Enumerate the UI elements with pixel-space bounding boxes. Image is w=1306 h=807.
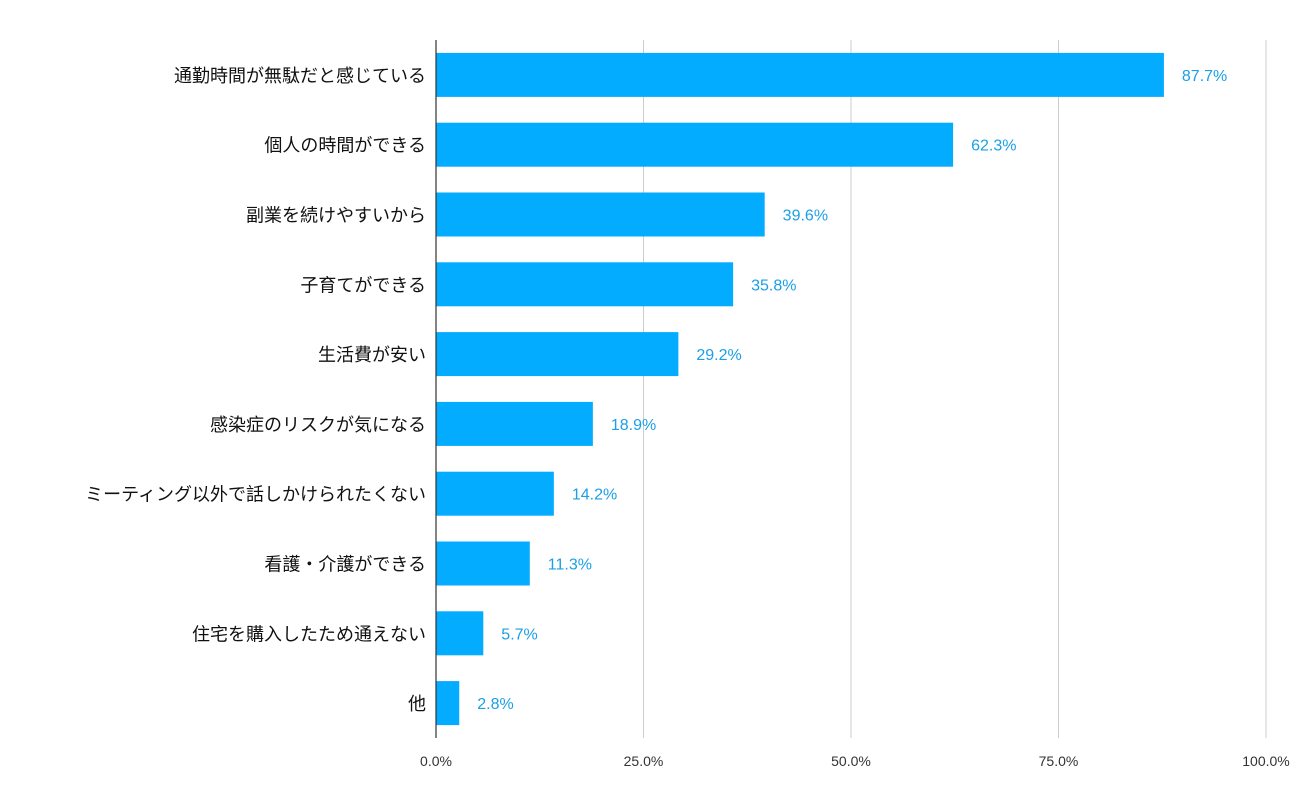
category-label: 副業を続けやすいから <box>246 206 426 227</box>
bars <box>436 52 1164 726</box>
bar <box>436 471 554 516</box>
bar <box>436 541 530 586</box>
value-label: 5.7% <box>501 626 537 643</box>
value-label: 62.3% <box>971 138 1016 155</box>
value-label: 2.8% <box>477 696 513 713</box>
value-label: 18.9% <box>611 417 656 434</box>
bar <box>436 611 484 656</box>
category-label: 住宅を購入したため通えない <box>192 624 426 645</box>
category-label: 他 <box>408 694 426 715</box>
bar <box>436 332 679 377</box>
x-tick-label: 0.0% <box>420 753 452 769</box>
bar <box>436 52 1164 97</box>
bar <box>436 192 765 237</box>
category-label: 通勤時間が無駄だと感じている <box>174 66 426 87</box>
bar <box>436 401 593 446</box>
value-label: 11.3% <box>548 557 592 574</box>
category-label: 個人の時間ができる <box>264 136 426 157</box>
category-label: 感染症のリスクが気になる <box>210 415 426 436</box>
x-tick-label: 50.0% <box>831 753 871 769</box>
value-label: 29.2% <box>696 347 741 364</box>
category-label: 看護・介護ができる <box>264 555 426 576</box>
x-tick-label: 100.0% <box>1242 753 1289 769</box>
bar <box>436 681 460 726</box>
value-label: 35.8% <box>751 277 796 294</box>
category-label: 子育てができる <box>300 275 426 296</box>
category-label: ミーティング以外で話しかけられたくない <box>85 485 426 506</box>
x-tick-label: 75.0% <box>1039 753 1079 769</box>
value-label: 39.6% <box>783 208 828 225</box>
x-tick-label: 25.0% <box>624 753 664 769</box>
bar <box>436 262 734 307</box>
value-label: 87.7% <box>1182 68 1227 85</box>
bar <box>436 122 954 167</box>
category-label: 生活費が安い <box>318 345 426 366</box>
labels: 0.0% 25.0% 50.0% 75.0% 100.0% 通勤時間が無駄だと感じている 8… <box>85 66 1290 769</box>
value-label: 14.2% <box>572 487 617 504</box>
